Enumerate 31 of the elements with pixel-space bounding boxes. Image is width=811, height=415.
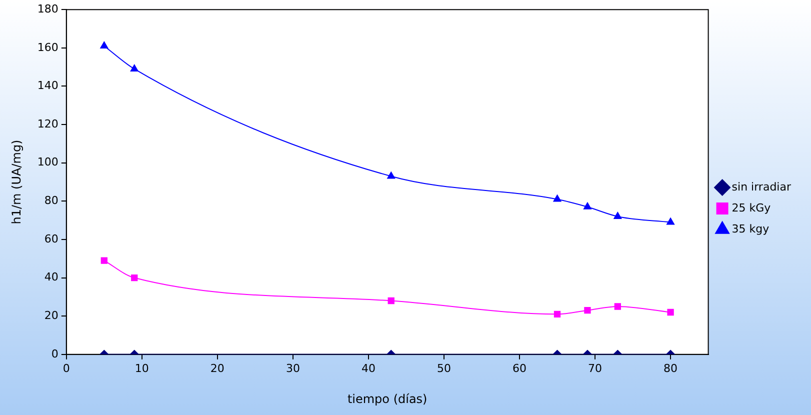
x-tick-label: 40: [361, 362, 376, 375]
point: [666, 218, 674, 225]
legend-label: 35 kgy: [732, 222, 770, 236]
x-tick-label: 50: [436, 362, 451, 375]
y-tick-label: 140: [37, 79, 58, 92]
x-tick-label: 80: [664, 362, 678, 375]
point: [130, 64, 138, 72]
x-tick-label: 30: [286, 362, 300, 375]
y-tick-label: 80: [44, 194, 58, 208]
point: [553, 194, 562, 202]
x-tick-label: 60: [512, 362, 526, 375]
y-tick-label: 120: [37, 117, 58, 130]
x-tick-label: 70: [588, 362, 602, 375]
y-tick-label: 160: [37, 40, 58, 54]
x-tick-label: 0: [62, 362, 70, 375]
y-tick-label: 100: [37, 156, 58, 169]
point: [387, 172, 396, 179]
legend-label: sin irradiar: [732, 180, 792, 194]
legend-label: 25 kGy: [732, 201, 772, 214]
point: [614, 212, 622, 219]
x-axis-title: tiempo (días): [347, 392, 428, 406]
y-tick-label: 180: [37, 2, 58, 16]
y-tick-label: 40: [44, 270, 58, 284]
y-axis-title: h1/m (UA/mg): [9, 140, 24, 224]
y-tick-label: 60: [44, 232, 58, 246]
y-tick-label: 0: [51, 347, 58, 360]
y-tick-label: 20: [44, 308, 58, 322]
point: [100, 41, 108, 48]
x-tick-label: 20: [210, 362, 224, 375]
x-tick-label: 10: [134, 362, 149, 375]
point: [584, 202, 592, 210]
